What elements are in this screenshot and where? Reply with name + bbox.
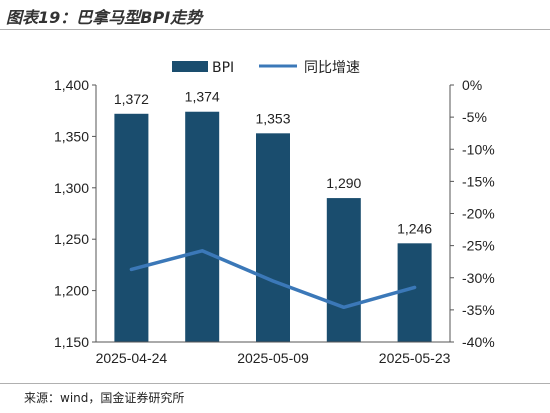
y-right-tick-label-6: -25%: [462, 238, 495, 254]
y-left-tick-label-3: 1,250: [54, 231, 89, 247]
bar-data-label-2: 1,374: [185, 89, 220, 105]
x-tick-label-1: 2025-04-24: [96, 350, 168, 366]
y-right-tick-label-3: -10%: [462, 141, 495, 157]
x-tick-label-2: 2025-05-09: [237, 350, 309, 366]
y-left-tick-label-2: 1,200: [54, 283, 89, 299]
y-right-tick-label-8: -35%: [462, 302, 495, 318]
bar-bpi-2: [185, 111, 220, 342]
bar-bpi-1: [114, 113, 149, 342]
y-left-tick-label-1: 1,150: [54, 334, 89, 350]
y-left-tick-label-6: 1,400: [54, 77, 89, 93]
y-right-tick-label-2: -5%: [462, 109, 487, 125]
bar-bpi-4: [326, 198, 361, 342]
legend-bpi-swatch: [172, 61, 208, 72]
plot-area: 1,372 1,374 1,353 1,290 1,246 1,150 1,200 1,250…: [54, 77, 495, 366]
legend: BPI 同比增速: [172, 60, 360, 76]
bar-data-label-1: 1,372: [114, 91, 149, 107]
source-note: 来源：wind，国金证券研究所: [24, 391, 185, 405]
legend-yoy-label: 同比增速: [304, 60, 360, 76]
y-right-tick-label-1: 0%: [462, 77, 482, 93]
y-left-tick-label-4: 1,300: [54, 180, 89, 196]
legend-bpi-label: BPI: [212, 60, 234, 76]
y-right-tick-label-5: -20%: [462, 206, 495, 222]
chart-title: 图表19：巴拿马型BPI走势: [6, 8, 203, 27]
bar-data-label-4: 1,290: [326, 175, 361, 191]
bar-data-label-3: 1,353: [255, 110, 290, 126]
footer-divider: [0, 383, 550, 384]
x-tick-label-3: 2025-05-23: [379, 350, 451, 366]
y-right-tick-label-4: -15%: [462, 173, 495, 189]
title-divider: [0, 29, 550, 30]
y-left-tick-label-5: 1,350: [54, 128, 89, 144]
bar-data-label-5: 1,246: [397, 220, 432, 236]
bar-bpi-3: [256, 133, 290, 342]
bar-bpi-5: [397, 243, 432, 342]
y-right-tick-label-7: -30%: [462, 270, 495, 286]
y-right-tick-label-9: -40%: [462, 334, 495, 350]
